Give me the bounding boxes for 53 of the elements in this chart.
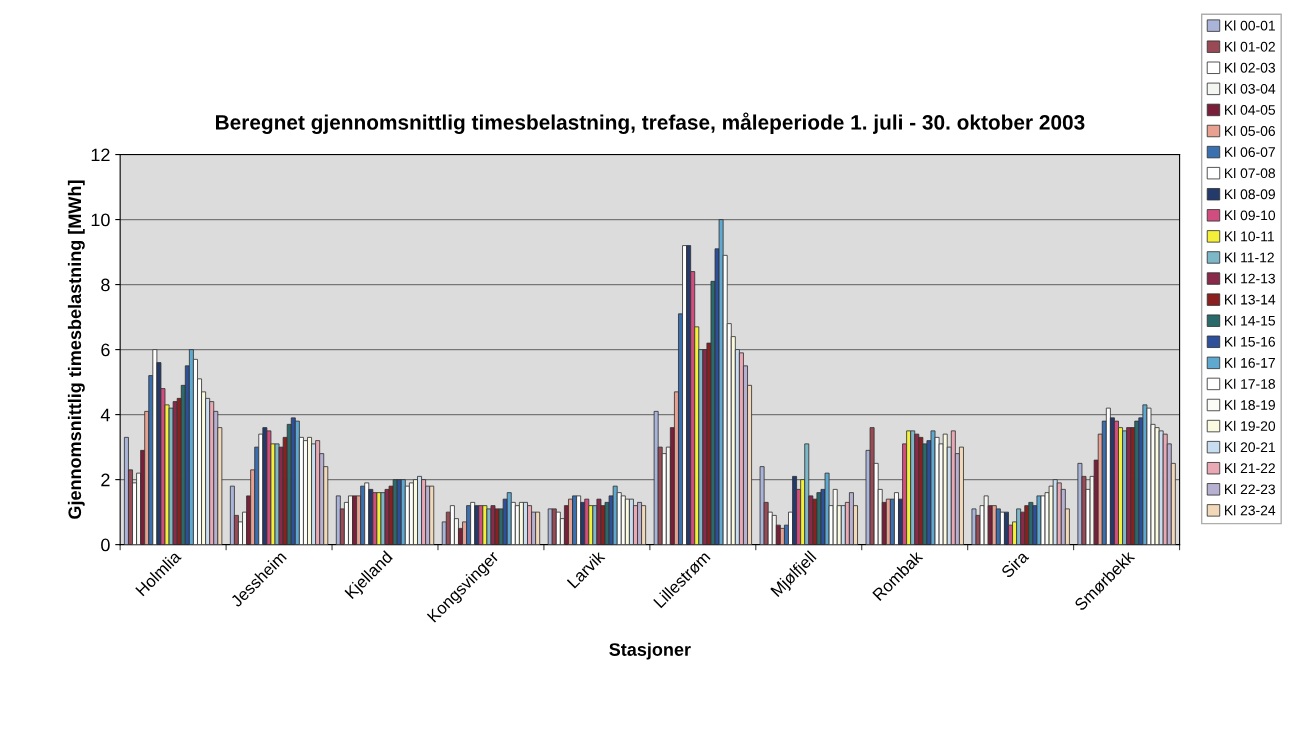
legend-label: Kl 04-05 bbox=[1225, 104, 1276, 115]
bar bbox=[229, 485, 235, 545]
bar bbox=[804, 443, 810, 545]
bar bbox=[392, 479, 398, 545]
legend-label: Kl 15-16 bbox=[1225, 336, 1276, 347]
y-tick-label: 4 bbox=[100, 408, 110, 422]
legend-label: Kl 10-11 bbox=[1225, 231, 1274, 242]
legend-label: Kl 06-07 bbox=[1225, 146, 1275, 158]
bar bbox=[429, 485, 435, 545]
y-tick-label: 2 bbox=[101, 473, 110, 487]
bar bbox=[718, 219, 724, 545]
y-tick-label: 12 bbox=[91, 148, 110, 162]
bar bbox=[172, 401, 178, 545]
legend-label: Kl 08-09 bbox=[1225, 188, 1275, 200]
bar bbox=[653, 410, 659, 545]
legend-label: Kl 13-14 bbox=[1225, 294, 1276, 305]
legend-label: Kl 01-02 bbox=[1225, 41, 1275, 52]
legend-label: Kl 21-22 bbox=[1225, 462, 1275, 474]
bar bbox=[824, 472, 830, 545]
y-tick-label: 8 bbox=[101, 278, 110, 292]
chart-title: Beregnet gjennomsnittlig timesbelastning, trefase, måleperiode 1. juli - 30. oktober 2003 bbox=[216, 112, 1085, 134]
bar bbox=[983, 495, 989, 545]
y-tick-label: 6 bbox=[101, 343, 110, 357]
legend-label: Kl 17-18 bbox=[1225, 378, 1276, 389]
y-tick-label: 0 bbox=[101, 538, 110, 552]
bar bbox=[1158, 430, 1164, 545]
x-axis-title: Stasjoner bbox=[609, 642, 691, 660]
bar bbox=[759, 466, 765, 545]
bar bbox=[971, 508, 977, 545]
legend-label: Kl 14-15 bbox=[1225, 315, 1276, 326]
y-tick-label: 10 bbox=[91, 213, 110, 227]
y-axis-title: Gjennomsnittlig timesbelastning [MWh] bbox=[67, 180, 85, 519]
legend-label: Kl 11-12 bbox=[1225, 252, 1274, 263]
bar bbox=[641, 505, 647, 545]
legend-label: Kl 00-01 bbox=[1225, 20, 1275, 31]
legend-label: Kl 12-13 bbox=[1225, 273, 1276, 284]
legend-label: Kl 07-08 bbox=[1225, 167, 1276, 179]
legend-label: Kl 02-03 bbox=[1225, 62, 1276, 73]
bar bbox=[869, 427, 875, 545]
legend-label: Kl 19-20 bbox=[1225, 420, 1276, 431]
legend-label: Kl 16-17 bbox=[1225, 357, 1275, 368]
legend-label: Kl 03-04 bbox=[1225, 83, 1276, 94]
bar bbox=[1004, 511, 1009, 545]
bar bbox=[535, 511, 541, 545]
legend-label: Kl 20-21 bbox=[1225, 441, 1275, 453]
legend-label: Kl 09-10 bbox=[1225, 210, 1276, 221]
legend-label: Kl 05-06 bbox=[1225, 125, 1276, 136]
legend-label: Kl 22-23 bbox=[1225, 484, 1276, 495]
legend-label: Kl 18-19 bbox=[1225, 399, 1275, 410]
bar bbox=[612, 485, 618, 545]
bar bbox=[958, 446, 964, 545]
x-tick-label: Sira bbox=[1000, 549, 1030, 579]
legend-label: Kl 23-24 bbox=[1225, 505, 1276, 516]
